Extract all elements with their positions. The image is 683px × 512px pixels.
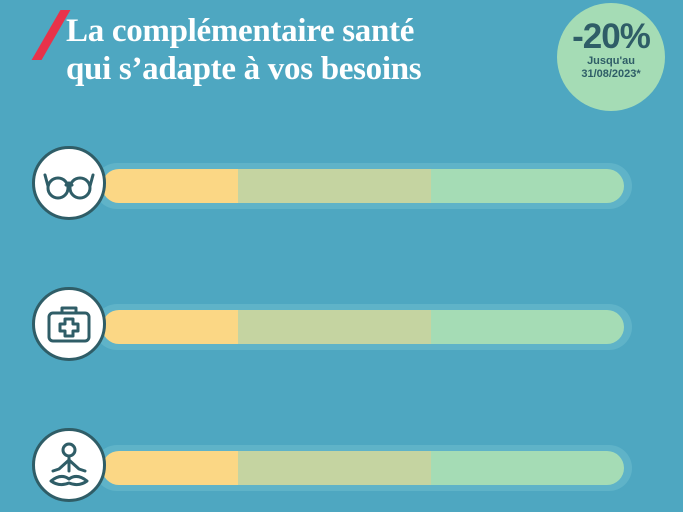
discount-badge: -20% Jusqu'au 31/08/2023* [557,3,665,111]
title-line-2: qui s’adapte à vos besoins [66,51,422,87]
coverage-level-1[interactable] [102,451,238,485]
glasses-icon [32,146,106,220]
coverage-bar-track [94,445,632,491]
coverage-bar-track [94,163,632,209]
coverage-level-2[interactable] [237,169,431,203]
coverage-row-medical [32,287,642,367]
discount-until-label: Jusqu'au [587,55,635,67]
coverage-level-1[interactable] [102,169,238,203]
coverage-level-3[interactable] [430,169,624,203]
coverage-bar-track [94,304,632,350]
coverage-level-2[interactable] [237,310,431,344]
title-line-1: La complémentaire santé [66,13,415,49]
page-title: La complémentaire santé qui s’adapte à v… [66,12,422,88]
coverage-level-1[interactable] [102,310,238,344]
coverage-row-optical [32,146,642,226]
coverage-bar[interactable] [102,451,624,485]
medical-kit-icon [32,287,106,361]
coverage-level-3[interactable] [430,451,624,485]
red-slash-decoration [31,10,71,60]
discount-value: -20% [572,17,651,56]
meditation-icon [32,428,106,502]
coverage-level-3[interactable] [430,310,624,344]
coverage-row-wellbeing [32,428,642,508]
coverage-bar[interactable] [102,169,624,203]
coverage-level-2[interactable] [237,451,431,485]
coverage-bar[interactable] [102,310,624,344]
discount-until-date: 31/08/2023* [581,68,641,80]
